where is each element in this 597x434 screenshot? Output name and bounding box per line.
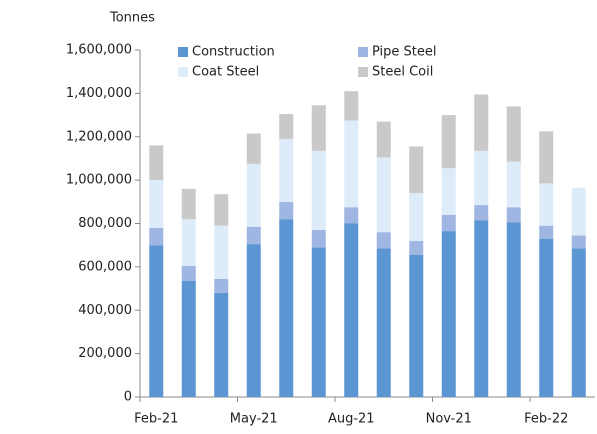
y-axis-label: Tonnes [109, 11, 155, 26]
bar-segment [409, 146, 424, 194]
legend-swatch [358, 67, 368, 77]
bar-segment [506, 106, 521, 162]
bar-segment [214, 194, 229, 226]
x-tick-label: Feb-21 [134, 412, 178, 427]
bar-segment [246, 244, 261, 397]
x-tick-label: Aug-21 [328, 412, 375, 427]
legend-label: Construction [192, 45, 275, 60]
bar-segment [441, 214, 456, 232]
legend-swatch [178, 47, 188, 57]
bar-segment [474, 150, 489, 206]
y-tick-label: 1,000,000 [66, 173, 132, 188]
x-tick-label: Feb-22 [524, 412, 568, 427]
bar-segment [474, 220, 489, 397]
legend-label: Coat Steel [192, 65, 259, 80]
bar-segment [409, 254, 424, 397]
bar-segment [311, 230, 326, 248]
legend-label: Steel Coil [372, 65, 433, 80]
bar-segment [539, 183, 554, 226]
legend-label: Pipe Steel [372, 45, 437, 60]
bar-segment [441, 168, 456, 215]
y-tick-label: 1,400,000 [66, 86, 132, 101]
bar-segment [344, 223, 359, 397]
bar-segment [311, 150, 326, 231]
bar-segment [149, 245, 164, 397]
bar-segment [539, 131, 554, 184]
y-tick-label: 200,000 [78, 346, 132, 361]
bar-segment [376, 232, 391, 249]
bar-segment [344, 91, 359, 121]
y-tick-label: 1,200,000 [66, 129, 132, 144]
bar-segment [246, 163, 261, 227]
bar-segment [214, 292, 229, 397]
bar-segment [279, 138, 294, 202]
bar-segment [344, 207, 359, 224]
bar-segment [181, 219, 196, 266]
bar-segment [506, 207, 521, 223]
bar-segment [474, 94, 489, 151]
bar-segment [181, 188, 196, 220]
bar-segment [506, 222, 521, 397]
bar-segment [376, 121, 391, 158]
bar-segment [571, 235, 586, 249]
bar-segment [571, 187, 586, 236]
bar-segment [279, 113, 294, 139]
x-tick-label: Nov-21 [426, 412, 472, 427]
bar-segment [246, 226, 261, 245]
bar-segment [279, 201, 294, 220]
y-tick-label: 600,000 [78, 259, 132, 274]
bar-segment [571, 248, 586, 397]
bar-segment [149, 227, 164, 246]
x-tick-label: May-21 [230, 412, 278, 427]
bar-segment [246, 133, 261, 164]
bar-segment [539, 225, 554, 239]
bar-segment [214, 278, 229, 293]
bar-segment [149, 180, 164, 228]
bar-segment [344, 120, 359, 208]
bar-segment [474, 205, 489, 221]
y-tick-label: 0 [124, 390, 132, 405]
bar-segment [506, 161, 521, 208]
bar-segment [149, 145, 164, 181]
bar-segment [376, 157, 391, 233]
bar-segment [409, 240, 424, 255]
bar-segment [181, 265, 196, 281]
bar-segment [539, 238, 554, 397]
y-tick-label: 800,000 [78, 216, 132, 231]
bar-segment [279, 219, 294, 397]
bar-segment [214, 225, 229, 279]
bar-segment [441, 115, 456, 169]
bar-segment [376, 248, 391, 397]
bar-segment [311, 105, 326, 151]
bar-segment [311, 247, 326, 397]
bar-segment [181, 280, 196, 397]
legend-swatch [358, 47, 368, 57]
y-tick-label: 400,000 [78, 303, 132, 318]
bar-segment [441, 231, 456, 397]
y-tick-label: 1,600,000 [66, 43, 132, 58]
bar-segment [409, 193, 424, 241]
legend-swatch [178, 67, 188, 77]
